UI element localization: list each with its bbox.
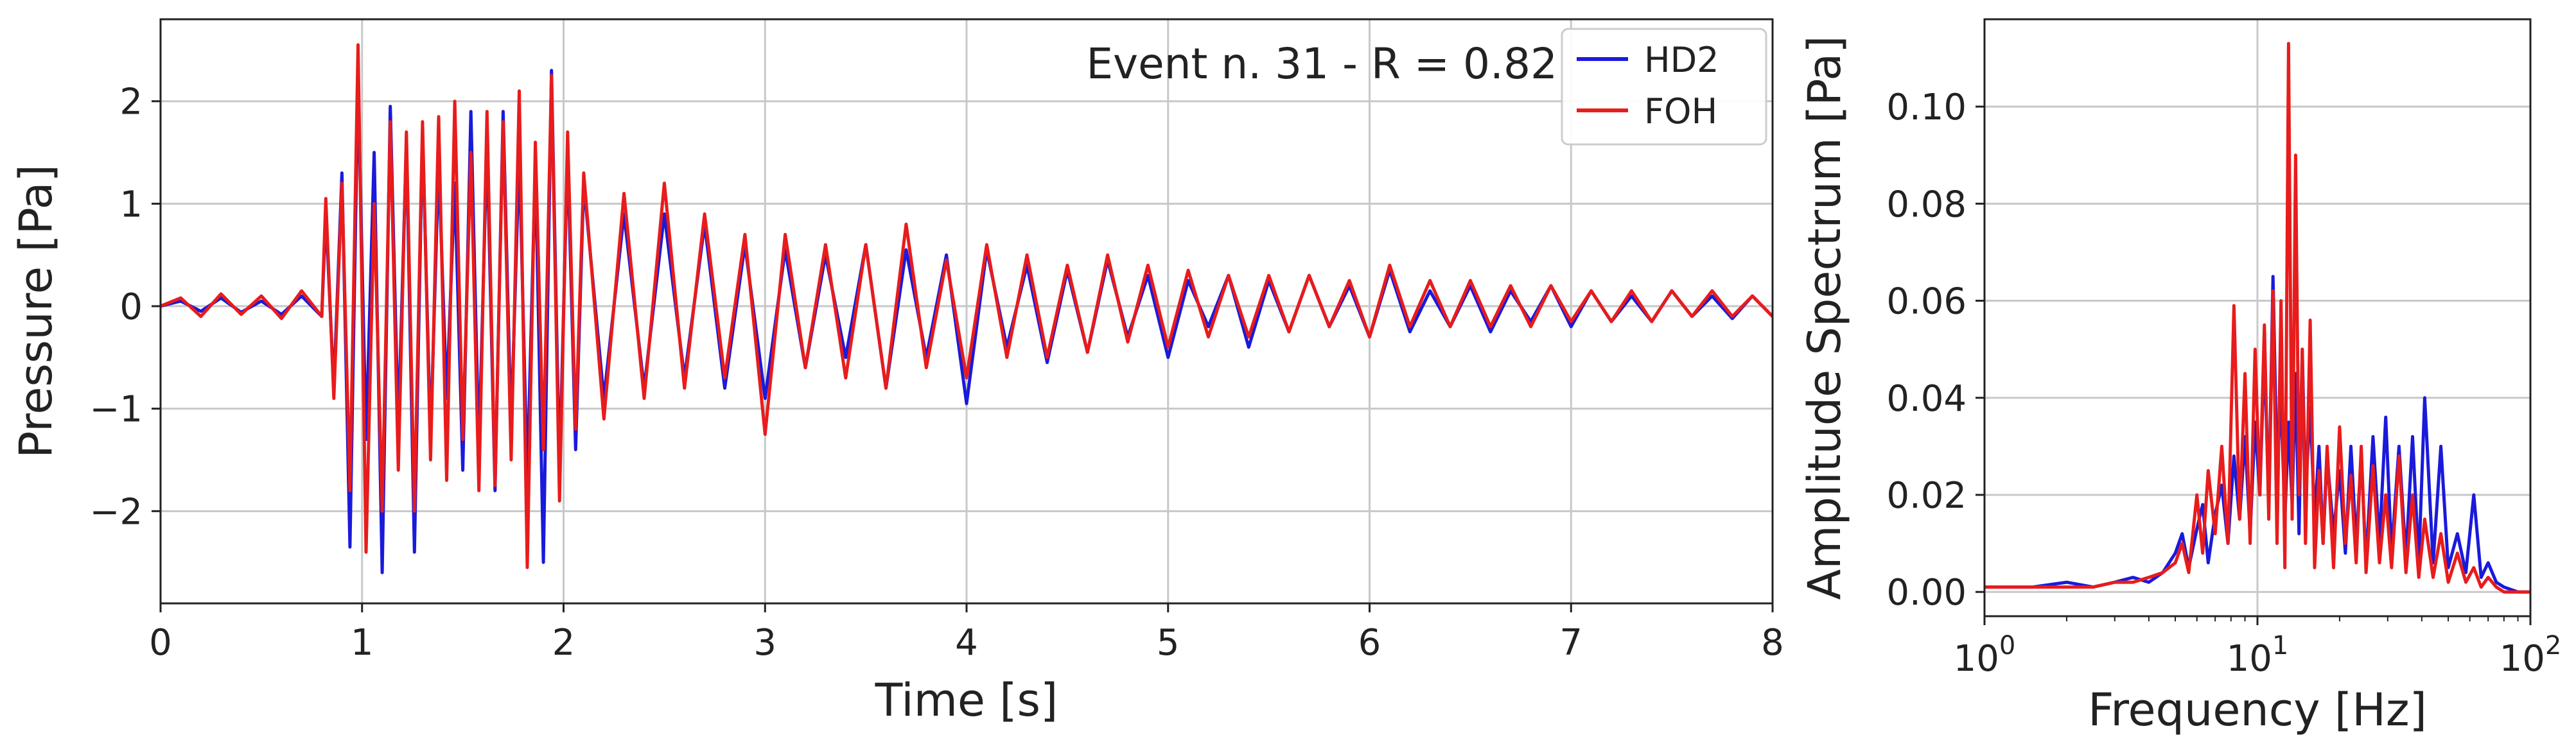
time-y-tick-label: 2 [119, 82, 143, 123]
spectrum-series-line-foh [1985, 42, 2530, 594]
time-traces [161, 43, 1773, 574]
time-ticks: 0 1 2 3 4 5 6 7 8 −2 −1 0 1 2 [89, 82, 1783, 664]
time-x-tick-label: 3 [753, 622, 776, 664]
legend-label-foh: FOH [1644, 91, 1717, 132]
spectrum-x-tick-label: 100 [1954, 631, 2016, 680]
legend-label-hd2: HD2 [1644, 40, 1719, 80]
time-x-tick-label: 8 [1761, 622, 1784, 664]
time-series-line-foh [161, 43, 1773, 569]
time-x-tick-label: 5 [1157, 622, 1180, 664]
spectrum-y-tick-label: 0.06 [1886, 281, 1967, 323]
time-y-tick-label: −2 [89, 491, 143, 533]
time-x-tick-label: 6 [1358, 622, 1381, 664]
time-y-axis-label: Pressure [Pa] [10, 164, 62, 458]
legend: HD2 FOH [1561, 28, 1767, 146]
time-x-tick-label: 2 [552, 622, 575, 664]
spectrum-panel: 100 101 102 0.00 0.02 0.04 0.06 0.08 0.10 Freque… [1798, 18, 2561, 736]
time-y-tick-label: 1 [119, 184, 143, 225]
spectrum-y-tick-label: 0.08 [1886, 184, 1967, 225]
spectrum-traces [1985, 42, 2530, 594]
time-y-tick-label: 0 [119, 286, 143, 328]
time-y-tick-label: −1 [89, 389, 143, 431]
spectrum-y-tick-label: 0.04 [1886, 378, 1967, 420]
spectrum-ticks: 100 101 102 0.00 0.02 0.04 0.06 0.08 0.10 [1886, 87, 2561, 680]
time-x-tick-label: 4 [955, 622, 978, 664]
time-x-tick-label: 7 [1559, 622, 1582, 664]
spectrum-x-tick-label: 101 [2227, 631, 2289, 680]
spectrum-y-tick-label: 0.10 [1886, 87, 1967, 128]
spectrum-y-axis-label: Amplitude Spectrum [Pa] [1798, 36, 1851, 600]
spectrum-y-tick-label: 0.00 [1886, 572, 1967, 614]
time-x-tick-label: 0 [149, 622, 172, 664]
event-annotation: Event n. 31 - R = 0.82 [1086, 39, 1557, 89]
time-x-tick-label: 1 [351, 622, 374, 664]
spectrum-y-tick-label: 0.02 [1886, 475, 1967, 517]
time-x-axis-label: Time [s] [875, 674, 1058, 727]
spectrum-x-axis-label: Frequency [Hz] [2088, 684, 2427, 736]
spectrum-x-tick-label: 102 [2500, 631, 2562, 680]
